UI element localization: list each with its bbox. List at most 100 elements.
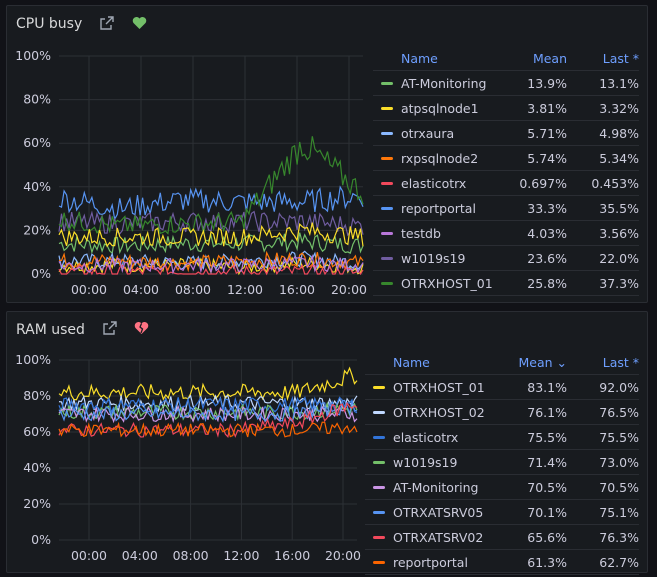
series-mean: 75.5% [527,429,567,445]
legend-item[interactable]: w1019s19 23.6% 22.0% [373,246,639,271]
x-tick-label: 04:00 [122,548,158,563]
series-last: 70.5% [599,479,639,495]
series-mean: 83.1% [527,379,567,395]
series-name: reportportal [401,200,476,216]
series-last: 62.7% [599,554,639,570]
series-swatch [381,81,393,85]
series-swatch [381,156,393,160]
series-swatch [373,560,385,564]
series-last: 4.98% [599,125,639,141]
series-last: 73.0% [599,454,639,470]
col-name[interactable]: Name [393,354,430,370]
series-name: OTRXHOST_02 [393,404,485,420]
col-mean[interactable]: Mean ⌄ [518,354,567,370]
series-mean: 25.8% [527,275,567,291]
y-tick-label: 80% [23,92,51,107]
cpu-legend: Name Mean Last * AT-Monitoring 13.9% 13.1%… [373,46,639,296]
series-mean: 5.74% [527,150,567,166]
x-tick-label: 08:00 [175,282,211,297]
series-name: w1019s19 [393,454,458,470]
series-swatch [381,106,393,110]
series-swatch [381,131,393,135]
series-swatch [373,435,385,439]
panel-title: RAM used [16,322,85,338]
series-swatch [381,256,393,260]
legend-item[interactable]: OTRXHOST_01 83.1% 92.0% [365,375,639,400]
series-mean: 4.03% [527,225,567,241]
col-name[interactable]: Name [401,50,438,66]
series-line [58,232,364,255]
series-name: atpsqlnode1 [401,100,479,116]
x-tick-label: 20:00 [325,548,361,563]
series-last: 75.5% [599,429,639,445]
series-mean: 61.3% [527,554,567,570]
series-swatch [373,535,385,539]
col-mean[interactable]: Mean [532,50,567,66]
series-line [58,185,364,221]
series-line [58,250,364,273]
x-tick-label: 04:00 [123,282,159,297]
legend-item[interactable]: AT-Monitoring 13.9% 13.1% [373,71,639,96]
series-mean: 76.1% [527,404,567,420]
legend-item[interactable]: elasticotrx 75.5% 75.5% [365,425,639,450]
series-name: OTRXATSRV02 [393,529,484,545]
series-mean: 0.697% [519,175,567,191]
x-tick-label: 00:00 [71,282,107,297]
legend-header: Name Mean Last * [373,46,639,71]
series-line [58,222,364,248]
external-link-icon[interactable] [103,321,117,339]
heart-icon[interactable] [132,16,147,34]
series-name: rxpsqlnode2 [401,150,479,166]
legend-item[interactable]: reportportal 33.3% 35.5% [373,196,639,221]
legend-item[interactable]: atpsqlnode1 3.81% 3.32% [373,96,639,121]
series-last: 92.0% [599,379,639,395]
series-mean: 5.71% [527,125,567,141]
y-tick-label: 0% [31,532,51,547]
legend-item[interactable]: w1019s19 71.4% 73.0% [365,450,639,475]
series-name: elasticotrx [401,175,467,191]
y-tick-label: 0% [31,266,51,281]
cpu-busy-panel: CPU busy 100% 80% 60% 40% 20% 0% 00:00 04:00 08:… [6,5,648,303]
x-tick-label: 12:00 [223,548,259,563]
series-mean: 23.6% [527,250,567,266]
series-name: elasticotrx [393,429,459,445]
col-last[interactable]: Last * [602,354,639,370]
series-last: 3.32% [599,100,639,116]
legend-item[interactable]: otrxaura 5.71% 4.98% [373,121,639,146]
broken-heart-icon[interactable] [134,321,149,339]
series-swatch [373,460,385,464]
x-tick-label: 16:00 [274,548,310,563]
legend-item[interactable]: OTRXHOST_01 25.8% 37.3% [373,271,639,296]
series-name: AT-Monitoring [401,75,487,91]
series-line [58,366,358,402]
legend-item[interactable]: elasticotrx 0.697% 0.453% [373,171,639,196]
series-line [58,421,358,438]
col-last[interactable]: Last * [602,50,639,66]
y-tick-label: 40% [23,460,51,475]
legend-item[interactable]: OTRXATSRV05 70.1% 75.1% [365,500,639,525]
legend-item[interactable]: OTRXATSRV02 65.6% 76.3% [365,525,639,550]
ram-chart: 100% 80% 60% 40% 20% 0% 00:00 04:00 08:00 12:00 16… [15,352,361,563]
series-last: 13.1% [599,75,639,91]
legend-item[interactable]: testdb 4.03% 3.56% [373,221,639,246]
legend-item[interactable]: reportportal 61.3% 62.7% [365,550,639,575]
legend-item[interactable]: OTRXHOST_02 76.1% 76.5% [365,400,639,425]
series-swatch [373,410,385,414]
ram-legend: Name Mean ⌄ Last * OTRXHOST_01 83.1% 92.0%… [365,350,639,575]
series-name: OTRXHOST_01 [393,379,485,395]
series-last: 3.56% [599,225,639,241]
series-mean: 33.3% [527,200,567,216]
y-tick-label: 40% [23,179,51,194]
series-swatch [381,281,393,285]
legend-header: Name Mean ⌄ Last * [365,350,639,375]
external-link-icon[interactable] [100,16,114,34]
legend-item[interactable]: rxpsqlnode2 5.74% 5.34% [373,146,639,171]
series-mean: 65.6% [527,529,567,545]
x-tick-label: 16:00 [279,282,315,297]
series-line [58,254,364,275]
series-last: 0.453% [591,175,639,191]
x-tick-label: 20:00 [331,282,367,297]
series-line [58,405,358,424]
series-name: AT-Monitoring [393,479,479,495]
legend-item[interactable]: AT-Monitoring 70.5% 70.5% [365,475,639,500]
